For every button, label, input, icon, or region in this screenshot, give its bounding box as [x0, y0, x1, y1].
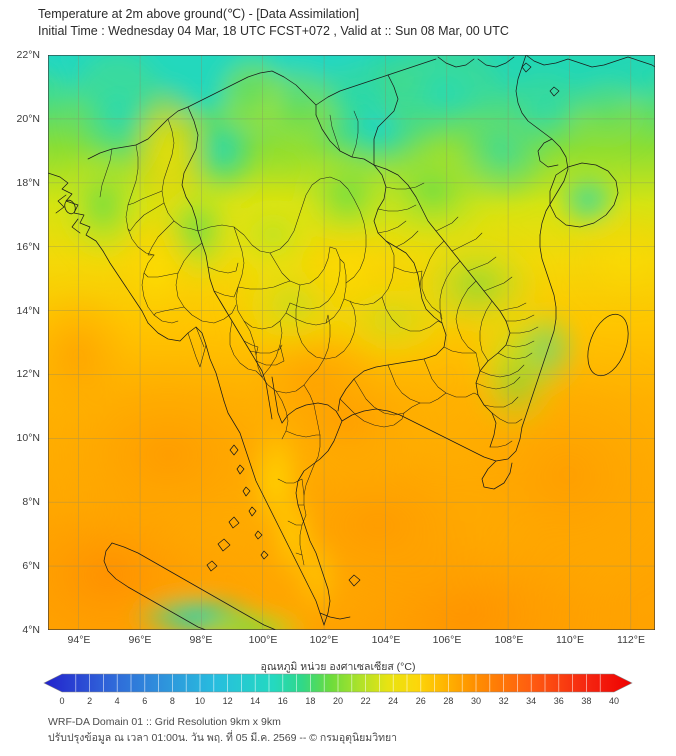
cb-tick-4: 4 — [114, 696, 120, 706]
chart-title-line1: Temperature at 2m above ground(℃) - [Dat… — [38, 7, 360, 21]
cb-tick-12: 12 — [222, 696, 233, 706]
colorbar: อุณหภูมิ หน่วย องศาเซลเซียส (°C) — [0, 658, 676, 708]
xtick-100E: 100°E — [248, 634, 278, 646]
xtick-104E: 104°E — [371, 634, 401, 646]
ytick-20N: 20°N — [16, 113, 40, 125]
cb-tick-40: 40 — [608, 696, 620, 706]
xtick-108E: 108°E — [494, 634, 524, 646]
cb-tick-8: 8 — [169, 696, 175, 706]
cb-tick-36: 36 — [553, 696, 564, 706]
ytick-8N: 8°N — [22, 496, 40, 508]
temperature-map-plot — [48, 55, 655, 630]
cb-tick-2: 2 — [87, 696, 93, 706]
cb-tick-20: 20 — [332, 696, 344, 706]
cb-tick-26: 26 — [415, 696, 426, 706]
ytick-18N: 18°N — [16, 177, 40, 189]
map-gridlines — [48, 55, 655, 630]
cb-tick-14: 14 — [250, 696, 261, 706]
ytick-6N: 6°N — [22, 560, 40, 572]
cb-tick-18: 18 — [305, 696, 316, 706]
cb-tick-10: 10 — [194, 696, 206, 706]
footer-update-info: ปรับปรุงข้อมูล ณ เวลา 01:00น. วัน พฤ. ที… — [48, 732, 398, 744]
xtick-94E: 94°E — [67, 634, 91, 646]
cb-tick-6: 6 — [142, 696, 148, 706]
colorbar-title: อุณหภูมิ หน่วย องศาเซลเซียส (°C) — [260, 661, 416, 673]
ytick-12N: 12°N — [16, 368, 40, 380]
temperature-field — [48, 55, 655, 630]
cb-tick-24: 24 — [388, 696, 399, 706]
ytick-10N: 10°N — [16, 432, 40, 444]
cb-tick-22: 22 — [360, 696, 371, 706]
footer-block: WRF-DA Domain 01 :: Grid Resolution 9km … — [48, 714, 397, 746]
chart-title-line2: Initial Time : Wednesday 04 Mar, 18 UTC … — [38, 24, 509, 38]
cb-tick-32: 32 — [498, 696, 509, 706]
ytick-16N: 16°N — [16, 241, 40, 253]
cb-tick-16: 16 — [277, 696, 288, 706]
ytick-4N: 4°N — [22, 624, 40, 636]
xtick-110E: 110°E — [556, 634, 584, 646]
xtick-112E: 112°E — [617, 634, 645, 646]
cb-tick-30: 30 — [470, 696, 482, 706]
cb-tick-34: 34 — [526, 696, 537, 706]
ytick-14N: 14°N — [16, 305, 40, 317]
chart-title-block: Temperature at 2m above ground(℃) - [Dat… — [38, 6, 509, 40]
map-svg — [48, 55, 655, 630]
ytick-22N: 22°N — [16, 49, 40, 61]
coastline-and-borders — [48, 55, 655, 630]
xtick-98E: 98°E — [189, 634, 213, 646]
cb-tick-28: 28 — [443, 696, 454, 706]
cb-tick-0: 0 — [59, 696, 65, 706]
colorbar-gradient[interactable] — [0, 672, 676, 694]
footer-model-info: WRF-DA Domain 01 :: Grid Resolution 9km … — [48, 716, 281, 728]
xtick-96E: 96°E — [128, 634, 152, 646]
xtick-106E: 106°E — [432, 634, 462, 646]
xtick-102E: 102°E — [309, 634, 339, 646]
cb-tick-38: 38 — [581, 696, 592, 706]
